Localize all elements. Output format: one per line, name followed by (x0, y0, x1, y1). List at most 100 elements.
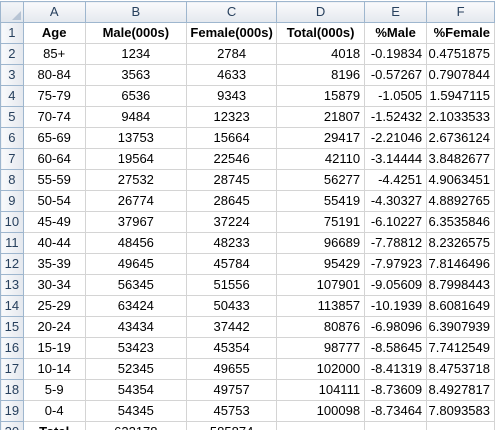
row-header[interactable]: 9 (0, 190, 24, 212)
cell-b17[interactable]: 52345 (84, 358, 188, 380)
cell-d12[interactable]: 95429 (276, 253, 366, 275)
cell-b13[interactable]: 56345 (84, 274, 188, 296)
cell-f10[interactable]: 6.3535846 (426, 211, 495, 233)
cell-c15[interactable]: 37442 (186, 316, 278, 338)
row-header[interactable]: 11 (0, 232, 24, 254)
row-header[interactable]: 20 (0, 421, 24, 430)
row-header[interactable]: 8 (0, 169, 24, 191)
cell-c17[interactable]: 49655 (186, 358, 278, 380)
cell-d9[interactable]: 55419 (276, 190, 366, 212)
cell-e18[interactable]: -8.73609 (364, 379, 428, 401)
cell-a11[interactable]: 40-44 (22, 232, 86, 254)
row-header[interactable]: 2 (0, 43, 24, 65)
cell-b20[interactable]: 622178 (84, 421, 188, 430)
row-header[interactable]: 4 (0, 85, 24, 107)
cell-f8[interactable]: 4.9063451 (426, 169, 495, 191)
cell-b10[interactable]: 37967 (84, 211, 188, 233)
cell-c3[interactable]: 4633 (186, 64, 278, 86)
cell-a5[interactable]: 70-74 (22, 106, 86, 128)
cell-f9[interactable]: 4.8892765 (426, 190, 495, 212)
cell-c18[interactable]: 49757 (186, 379, 278, 401)
cell-f6[interactable]: 2.6736124 (426, 127, 495, 149)
cell-e1[interactable]: %Male (364, 22, 428, 44)
cell-c6[interactable]: 15664 (186, 127, 278, 149)
cell-a18[interactable]: 5-9 (22, 379, 86, 401)
cell-e9[interactable]: -4.30327 (364, 190, 428, 212)
cell-e19[interactable]: -8.73464 (364, 400, 428, 422)
cell-d15[interactable]: 80876 (276, 316, 366, 338)
cell-d1[interactable]: Total(000s) (276, 22, 366, 44)
cell-a10[interactable]: 45-49 (22, 211, 86, 233)
cell-d19[interactable]: 100098 (276, 400, 366, 422)
row-header[interactable]: 6 (0, 127, 24, 149)
cell-b11[interactable]: 48456 (84, 232, 188, 254)
cell-b6[interactable]: 13753 (84, 127, 188, 149)
cell-a8[interactable]: 55-59 (22, 169, 86, 191)
cell-a12[interactable]: 35-39 (22, 253, 86, 275)
cell-c8[interactable]: 28745 (186, 169, 278, 191)
row-header[interactable]: 10 (0, 211, 24, 233)
cell-a15[interactable]: 20-24 (22, 316, 86, 338)
cell-d3[interactable]: 8196 (276, 64, 366, 86)
cell-a4[interactable]: 75-79 (22, 85, 86, 107)
cell-d17[interactable]: 102000 (276, 358, 366, 380)
cell-e14[interactable]: -10.1939 (364, 295, 428, 317)
cell-e10[interactable]: -6.10227 (364, 211, 428, 233)
cell-e7[interactable]: -3.14444 (364, 148, 428, 170)
row-header[interactable]: 17 (0, 358, 24, 380)
cell-c9[interactable]: 28645 (186, 190, 278, 212)
cell-b2[interactable]: 1234 (84, 43, 188, 65)
cell-f17[interactable]: 8.4753718 (426, 358, 495, 380)
cell-a1[interactable]: Age (22, 22, 86, 44)
cell-a17[interactable]: 10-14 (22, 358, 86, 380)
cell-b5[interactable]: 9484 (84, 106, 188, 128)
cell-f19[interactable]: 7.8093583 (426, 400, 495, 422)
cell-c1[interactable]: Female(000s) (186, 22, 278, 44)
cell-c12[interactable]: 45784 (186, 253, 278, 275)
cell-c10[interactable]: 37224 (186, 211, 278, 233)
column-header-a[interactable]: A (22, 1, 86, 23)
cell-a13[interactable]: 30-34 (22, 274, 86, 296)
cell-f18[interactable]: 8.4927817 (426, 379, 495, 401)
row-header[interactable]: 3 (0, 64, 24, 86)
cell-d16[interactable]: 98777 (276, 337, 366, 359)
row-header[interactable]: 18 (0, 379, 24, 401)
row-header[interactable]: 1 (0, 22, 24, 44)
cell-d7[interactable]: 42110 (276, 148, 366, 170)
cell-d13[interactable]: 107901 (276, 274, 366, 296)
cell-b19[interactable]: 54345 (84, 400, 188, 422)
cell-a2[interactable]: 85+ (22, 43, 86, 65)
cell-e5[interactable]: -1.52432 (364, 106, 428, 128)
column-header-f[interactable]: F (426, 1, 495, 23)
cell-b1[interactable]: Male(000s) (84, 22, 188, 44)
cell-b9[interactable]: 26774 (84, 190, 188, 212)
column-header-b[interactable]: B (84, 1, 188, 23)
cell-b7[interactable]: 19564 (84, 148, 188, 170)
row-header[interactable]: 14 (0, 295, 24, 317)
cell-b18[interactable]: 54354 (84, 379, 188, 401)
cell-d20[interactable] (276, 421, 366, 430)
cell-e3[interactable]: -0.57267 (364, 64, 428, 86)
cell-e15[interactable]: -6.98096 (364, 316, 428, 338)
cell-f12[interactable]: 7.8146496 (426, 253, 495, 275)
column-header-e[interactable]: E (364, 1, 428, 23)
cell-b4[interactable]: 6536 (84, 85, 188, 107)
cell-a19[interactable]: 0-4 (22, 400, 86, 422)
cell-c13[interactable]: 51556 (186, 274, 278, 296)
cell-d2[interactable]: 4018 (276, 43, 366, 65)
cell-a16[interactable]: 15-19 (22, 337, 86, 359)
cell-e17[interactable]: -8.41319 (364, 358, 428, 380)
cell-c14[interactable]: 50433 (186, 295, 278, 317)
cell-a6[interactable]: 65-69 (22, 127, 86, 149)
row-header[interactable]: 15 (0, 316, 24, 338)
cell-f16[interactable]: 7.7412549 (426, 337, 495, 359)
cell-e13[interactable]: -9.05609 (364, 274, 428, 296)
cell-f14[interactable]: 8.6081649 (426, 295, 495, 317)
row-header[interactable]: 13 (0, 274, 24, 296)
cell-f11[interactable]: 8.2326575 (426, 232, 495, 254)
cell-d14[interactable]: 113857 (276, 295, 366, 317)
cell-e6[interactable]: -2.21046 (364, 127, 428, 149)
column-header-d[interactable]: D (276, 1, 366, 23)
cell-f4[interactable]: 1.5947115 (426, 85, 495, 107)
cell-b8[interactable]: 27532 (84, 169, 188, 191)
